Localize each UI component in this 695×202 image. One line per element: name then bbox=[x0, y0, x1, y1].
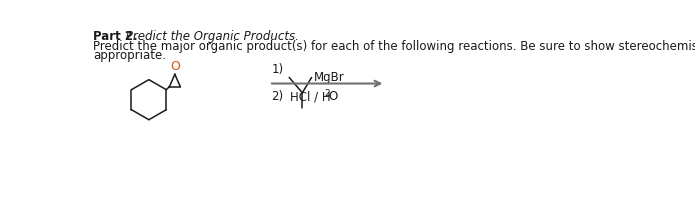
Text: Predict the Organic Products.: Predict the Organic Products. bbox=[122, 30, 299, 43]
Text: appropriate.: appropriate. bbox=[93, 49, 166, 62]
Text: 1): 1) bbox=[271, 63, 284, 76]
Text: HCl / H: HCl / H bbox=[290, 90, 331, 103]
Text: O: O bbox=[329, 90, 338, 103]
Text: MgBr: MgBr bbox=[314, 71, 345, 84]
Text: Part 2.: Part 2. bbox=[93, 30, 138, 43]
Text: O: O bbox=[170, 60, 180, 73]
Text: 2: 2 bbox=[324, 89, 329, 98]
Text: Predict the major organic product(s) for each of the following reactions. Be sur: Predict the major organic product(s) for… bbox=[93, 40, 695, 53]
Text: 2): 2) bbox=[271, 90, 284, 103]
